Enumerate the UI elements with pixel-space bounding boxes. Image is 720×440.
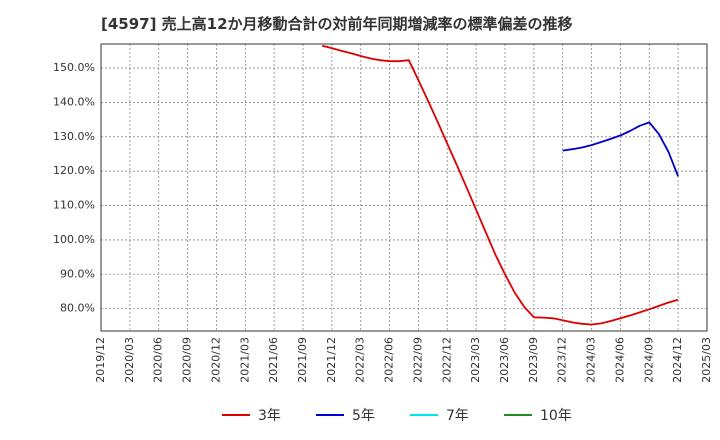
x-tick-label: 2024/06 <box>613 337 626 383</box>
x-tick-label: 2024/09 <box>642 337 655 383</box>
y-tick-label: 140.0% <box>53 95 95 108</box>
x-tick-label: 2021/06 <box>267 337 280 383</box>
x-tick-label: 2020/06 <box>152 337 165 383</box>
x-tick-label: 2023/09 <box>527 337 540 383</box>
x-tick-label: 2021/12 <box>325 337 338 383</box>
legend-swatch <box>410 414 438 416</box>
y-tick-label: 120.0% <box>53 164 95 177</box>
x-tick-label: 2020/03 <box>123 337 136 383</box>
x-tick-label: 2020/12 <box>209 337 222 383</box>
y-tick-label: 90.0% <box>60 267 95 280</box>
legend-item: 7年 <box>410 404 469 426</box>
x-axis-tick-labels: 2019/12 2020/03 2020/06 2020/09 2020/12 2021/… <box>94 337 713 383</box>
x-tick-label: 2020/09 <box>181 337 194 383</box>
y-tick-label: 110.0% <box>53 199 95 212</box>
x-tick-label: 2022/03 <box>354 337 367 383</box>
x-tick-label: 2021/09 <box>296 337 309 383</box>
x-tick-label: 2023/12 <box>556 337 569 383</box>
y-tick-label: 100.0% <box>53 233 95 246</box>
x-tick-label: 2022/06 <box>383 337 396 383</box>
legend: 3年 5年 7年 10年 <box>0 404 720 426</box>
series-line-3年 <box>321 44 679 326</box>
legend-item: 5年 <box>316 404 375 426</box>
legend-item: 10年 <box>504 404 572 426</box>
x-tick-label: 2024/03 <box>585 337 598 383</box>
legend-swatch <box>504 414 532 416</box>
x-tick-label: 2024/12 <box>671 337 684 383</box>
legend-label: 7年 <box>446 408 469 424</box>
y-tick-label: 130.0% <box>53 130 95 143</box>
legend-label: 5年 <box>352 408 375 424</box>
legend-item: 3年 <box>222 404 281 426</box>
x-tick-label: 2023/03 <box>469 337 482 383</box>
x-tick-label: 2021/03 <box>238 337 251 383</box>
plot-background <box>101 44 707 331</box>
legend-swatch <box>316 414 344 416</box>
series-lines <box>321 44 679 326</box>
line-chart: 80.0% 90.0% 100.0% 110.0% 120.0% 130.0% 140.0%… <box>53 43 713 383</box>
y-tick-label: 150.0% <box>53 61 95 74</box>
series-line-5年 <box>562 121 679 177</box>
plot-frame <box>100 43 708 332</box>
x-tick-label: 2019/12 <box>94 337 107 383</box>
horizontal-gridlines <box>101 67 707 310</box>
chart-title: [4597] 売上高12か月移動合計の対前年同期増減率の標準偏差の推移 <box>101 15 573 33</box>
x-tick-label: 2022/12 <box>440 337 453 383</box>
y-axis-tick-labels: 80.0% 90.0% 100.0% 110.0% 120.0% 130.0% 140.0%… <box>53 61 95 315</box>
legend-label: 3年 <box>258 408 281 424</box>
x-tick-label: 2025/03 <box>700 337 713 383</box>
x-tick-label: 2023/06 <box>498 337 511 383</box>
y-tick-label: 80.0% <box>60 302 95 315</box>
x-tick-label: 2022/09 <box>411 337 424 383</box>
legend-label: 10年 <box>540 408 572 424</box>
legend-swatch <box>222 414 250 416</box>
